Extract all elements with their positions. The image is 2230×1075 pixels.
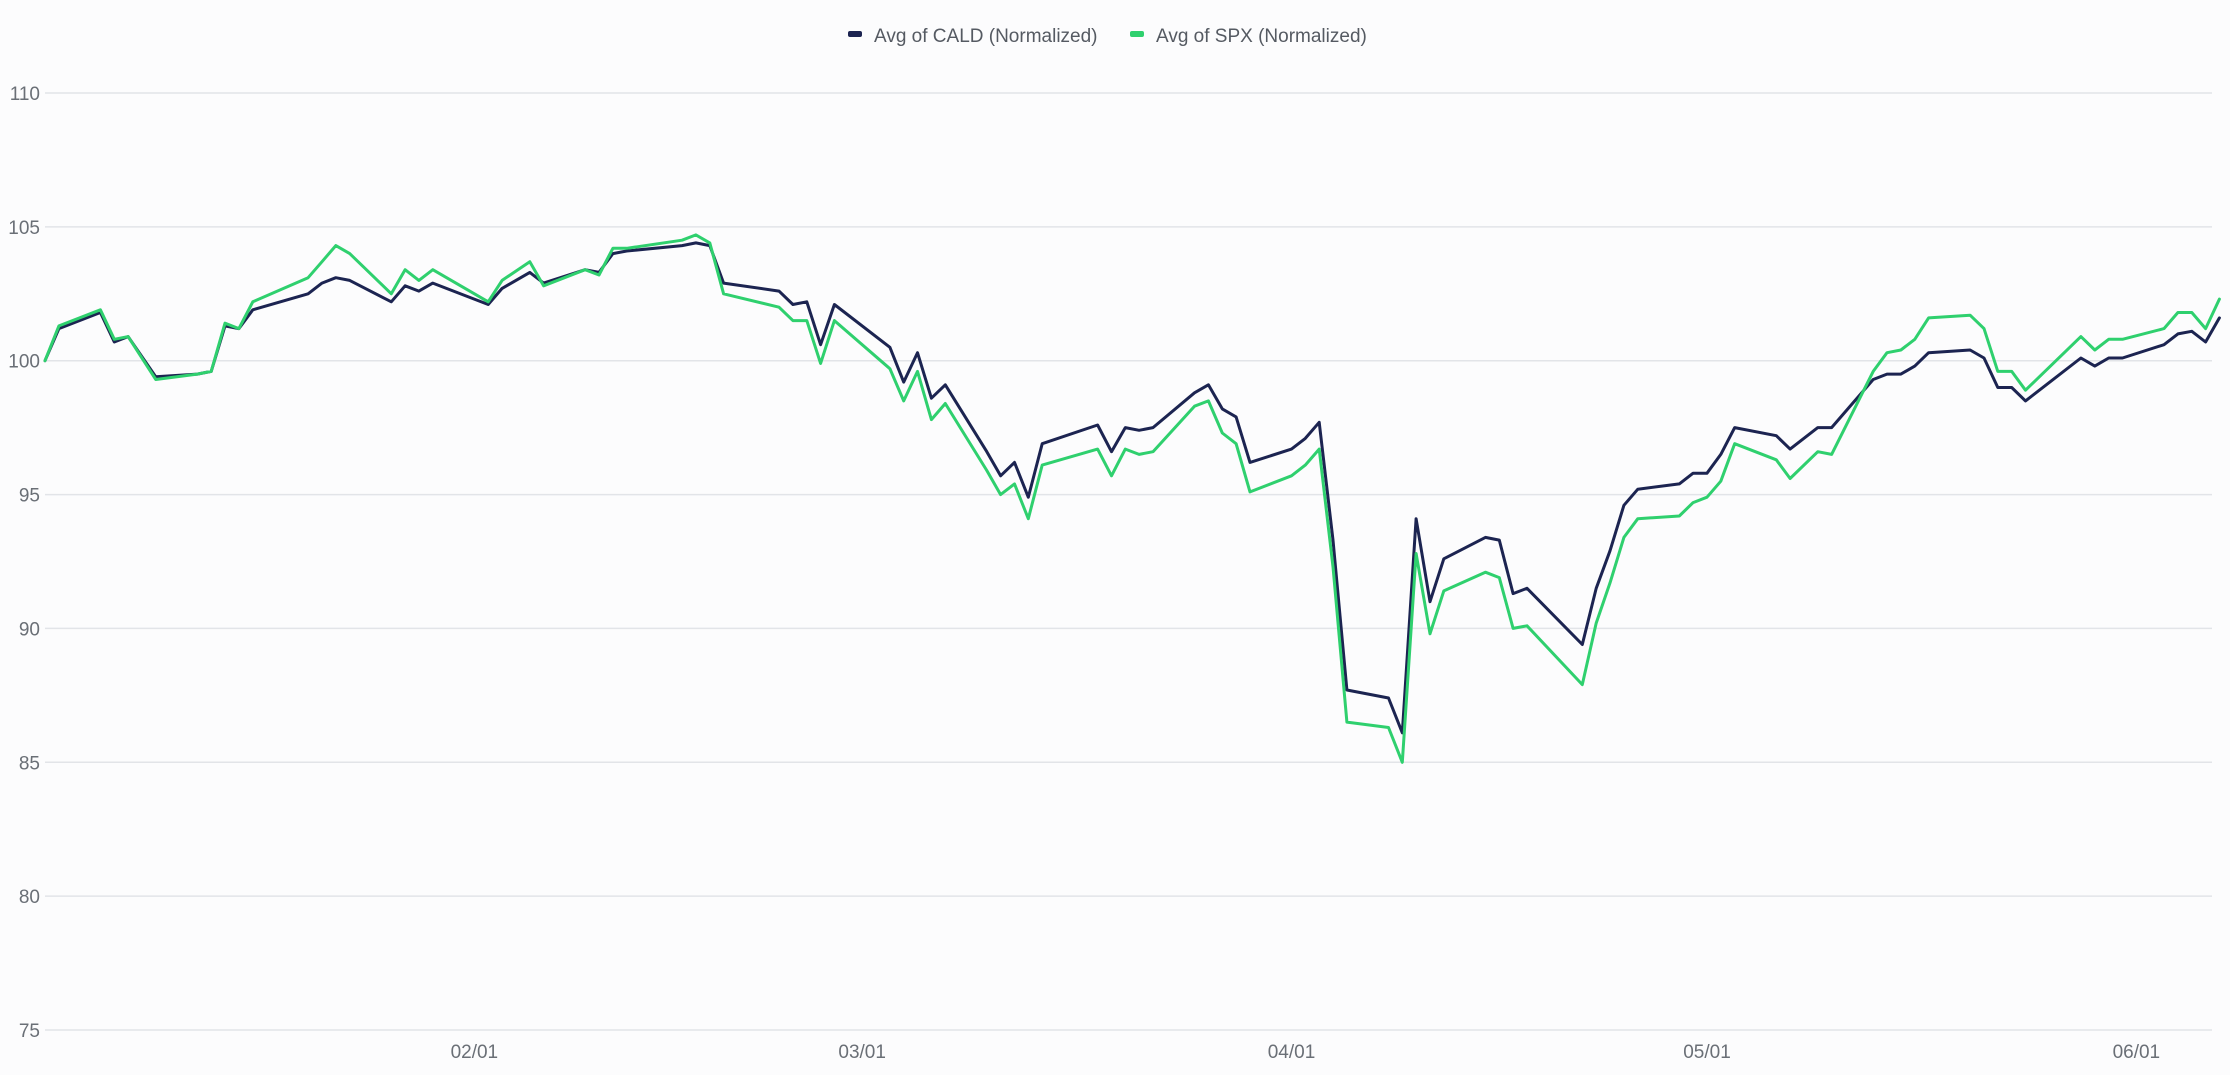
plot-area — [43, 233, 2221, 764]
legend: Avg of CALD (Normalized) Avg of SPX (Norm… — [848, 26, 1367, 47]
series-line-cald — [43, 241, 2221, 735]
y-tick-label-85: 85 — [19, 753, 40, 774]
y-axis: 75 80 85 90 95 100 105 110 — [8, 84, 40, 1042]
y-tick-label-90: 90 — [19, 619, 40, 640]
series-line-spx — [43, 233, 2221, 764]
x-tick-label-05-01: 05/01 — [1683, 1042, 1731, 1063]
y-tick-label-80: 80 — [19, 887, 40, 908]
y-tick-label-110: 110 — [10, 84, 40, 105]
legend-label-spx: Avg of SPX (Normalized) — [1156, 26, 1367, 47]
x-tick-label-02-01: 02/01 — [451, 1042, 499, 1063]
grid-lines — [45, 92, 2212, 1031]
x-tick-label-06-01: 06/01 — [2113, 1042, 2161, 1063]
y-tick-label-100: 100 — [8, 352, 40, 373]
x-axis: 02/01 03/01 04/01 05/01 06/01 — [451, 1042, 2161, 1063]
legend-item-spx: Avg of SPX (Normalized) — [1130, 26, 1367, 47]
legend-label-cald: Avg of CALD (Normalized) — [874, 26, 1098, 47]
legend-item-cald: Avg of CALD (Normalized) — [848, 26, 1098, 47]
legend-swatch-cald — [848, 31, 862, 37]
y-tick-label-105: 105 — [8, 218, 40, 239]
x-tick-label-04-01: 04/01 — [1268, 1042, 1316, 1063]
x-tick-label-03-01: 03/01 — [838, 1042, 886, 1063]
y-tick-label-75: 75 — [19, 1021, 40, 1042]
legend-swatch-spx — [1130, 31, 1144, 37]
y-tick-label-95: 95 — [19, 486, 40, 507]
